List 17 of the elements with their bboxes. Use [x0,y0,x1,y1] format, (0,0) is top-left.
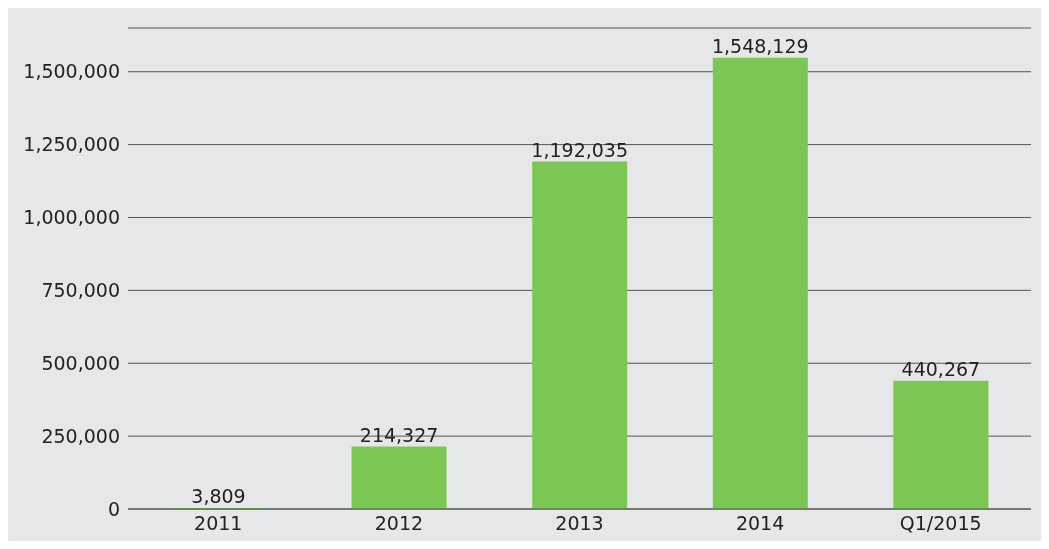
data-label: 440,267 [901,357,981,380]
y-tick-label: 1,250,000 [23,133,120,156]
x-tick-label: 2012 [374,512,424,535]
y-tick-label: 1,000,000 [23,206,120,229]
data-label: 3,809 [191,484,246,507]
x-tick-label: 2011 [194,512,243,535]
data-label: 1,548,129 [711,34,809,57]
data-label: 1,192,035 [531,138,629,161]
y-tick-label: 1,500,000 [23,60,120,83]
x-tick-label: Q1/2015 [899,512,982,535]
y-tick-label: 750,000 [41,279,120,302]
y-tick-label: 0 [107,497,120,520]
data-label: 214,327 [359,423,439,446]
x-tick-label: 2013 [555,512,604,535]
y-tick-label: 250,000 [41,424,120,447]
x-tick-label: 2014 [735,512,785,535]
y-tick-label: 500,000 [41,351,120,374]
